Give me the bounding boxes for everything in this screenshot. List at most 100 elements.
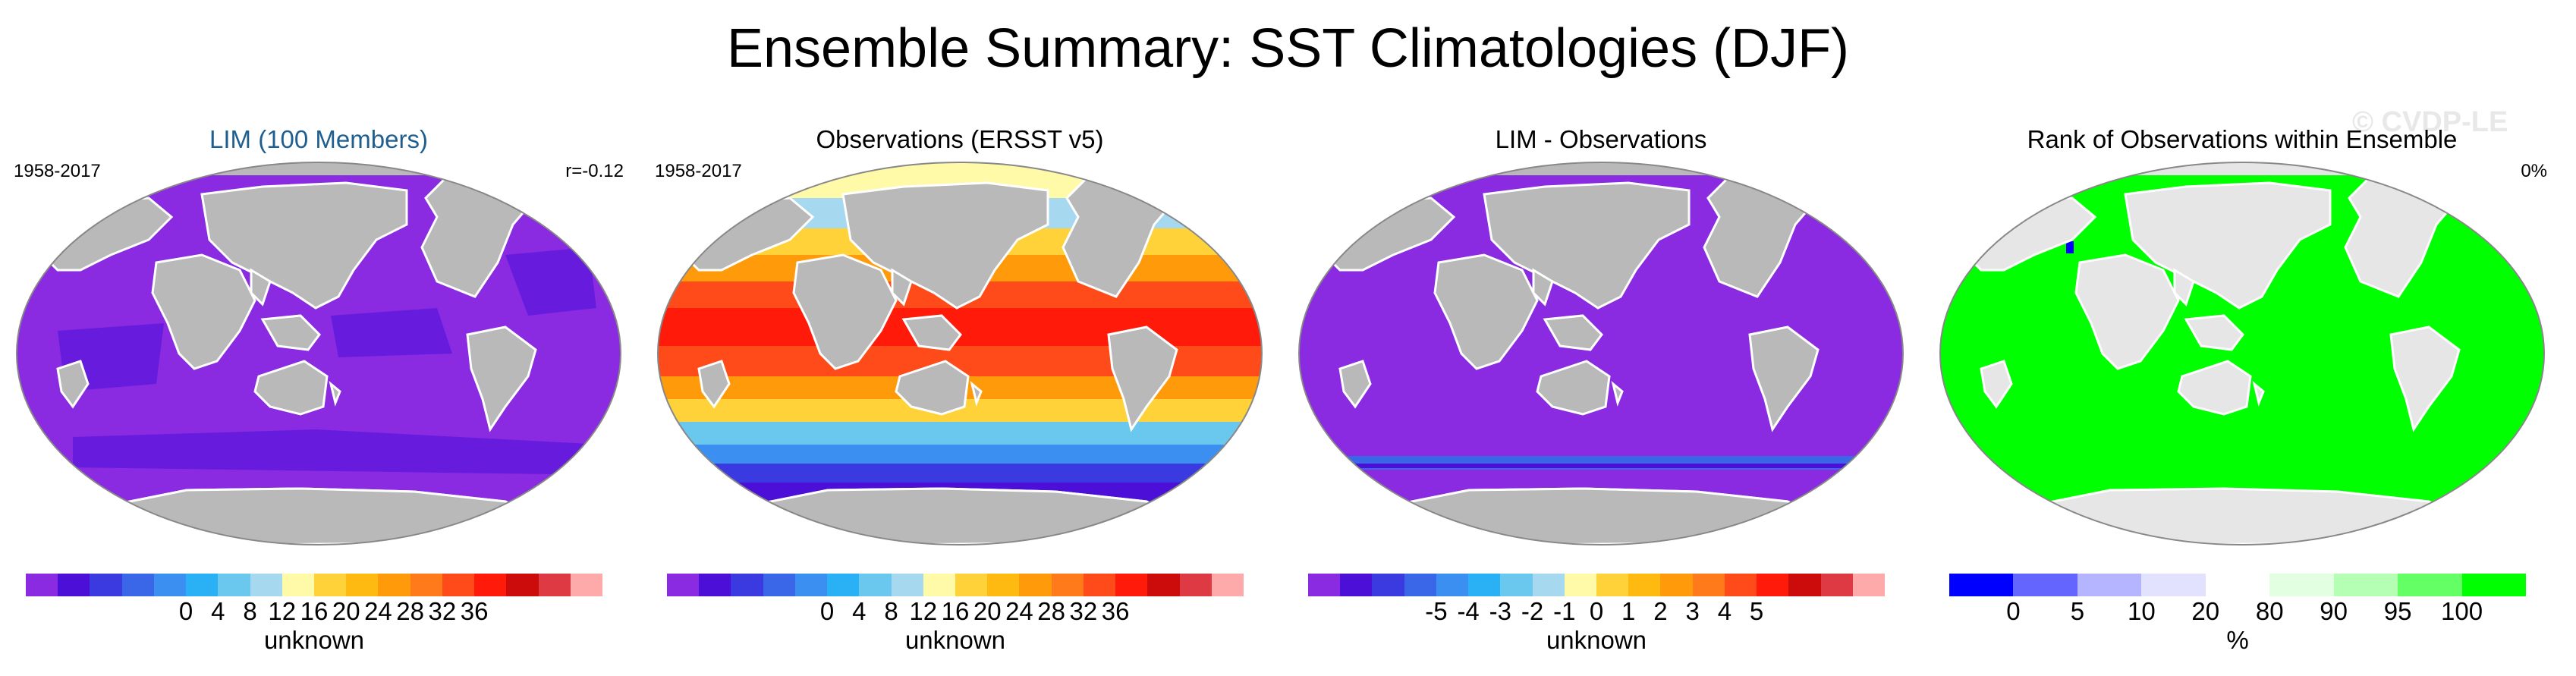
land-mass [2074,253,2180,370]
land-mass [1483,181,1691,310]
land-mass [56,360,90,409]
panel-title: Rank of Observations within Ensemble [2027,125,2458,153]
sst-map [15,162,622,546]
colorbar-swatch [250,574,282,596]
land-mass [1980,360,2013,409]
colorbar-swatch [1179,574,1212,596]
colorbar-swatch [2077,574,2142,596]
colorbar-tick-label: 16 [941,597,970,625]
colorbar-label: unknown [263,626,365,654]
sst-map [656,162,1263,546]
colorbar-swatch [1083,574,1116,596]
colorbar-tick-label: 12 [268,597,297,625]
colorbar-tick-label: 90 [2320,597,2348,625]
colorbar-tick-label: 5 [1749,597,1764,625]
land-mass [970,380,983,407]
colorbar-swatch [891,574,923,596]
anomaly-patch [331,308,452,357]
colorbar-swatch [1500,574,1533,596]
map-outline [1297,162,1904,546]
colorbar-tick-label: 32 [428,597,457,625]
land-mass [1536,360,1611,416]
colorbar-label: unknown [1546,626,1647,654]
anomaly-patch [505,247,596,316]
colorbar-ticks: -5 -4 -3 -2 -1 0 1 2 3 4 5 [1308,598,1885,625]
land-mass [329,380,341,407]
colorbar-swatch [1757,574,1789,596]
colorbar-tick-label: 0 [1589,597,1604,625]
colorbar-swatch [1372,574,1404,596]
colorbar-swatch [26,574,58,596]
colorbar-swatch [410,574,442,596]
colorbar-swatch [1820,574,1853,596]
land-mass [895,360,970,416]
panel-title: LIM - Observations [1495,125,1707,153]
colorbar-tick-label: 3 [1685,597,1700,625]
colorbar [667,574,1244,596]
colorbar-swatch [987,574,1020,596]
colorbar-tick-label: -2 [1521,597,1544,625]
colorbar-swatch [699,574,731,596]
sst-band [658,422,1262,445]
colorbar-swatch [2013,574,2077,596]
land-mass [2173,268,2195,307]
colorbar-swatch [1852,574,1885,596]
land-mass [1532,268,1554,307]
colorbar-tick-label: 32 [1069,597,1098,625]
colorbar-swatch [1308,574,1341,596]
colorbar-tick-label: 4 [852,597,867,625]
colorbar-swatch [763,574,795,596]
land-mass [1611,380,1624,407]
colorbar [26,574,602,596]
colorbar-tick-label: 100 [2441,597,2483,625]
colorbar-tick-label: 4 [1717,597,1732,625]
colorbar-ticks: 0 4 8 12 16 20 24 28 32 36 [667,598,1244,625]
southern-band [1299,464,1903,468]
colorbar-tick-label: -1 [1553,597,1576,625]
colorbar-swatch [1628,574,1661,596]
colorbar-tick-label: 2 [1653,597,1668,625]
map-outline [15,162,622,546]
colorbar-swatch [2141,574,2206,596]
colorbar-swatch [153,574,187,596]
period-label: 1958-2017 [655,161,742,181]
colorbar-tick-label: -5 [1425,597,1448,625]
map-body [17,162,621,545]
colorbar-tick-label: 36 [1101,597,1130,625]
colorbar-swatch [794,574,828,596]
colorbar-swatch [1404,574,1436,596]
colorbar-swatch [2461,574,2526,596]
panel-observations: Observations (ERSST v5) 1958-2017 0 4 8 12 1… [641,114,1279,675]
land-mass [901,314,962,351]
colorbar-ticks: 0 4 8 12 16 20 24 28 32 36 [26,598,602,625]
land-mass [2177,360,2252,416]
colorbar-swatch [827,574,860,596]
colorbar-swatch [313,574,347,596]
colorbar-swatch [955,574,988,596]
land-mass [841,181,1049,310]
map-outline [1939,162,2546,546]
colorbar-swatch [378,574,410,596]
land-mass [466,325,537,432]
panel-rank: Rank of Observations within Ensemble 0% … [1923,114,2561,675]
land-mass [891,268,913,307]
colorbar-swatch [667,574,700,596]
colorbar-tick-label: 20 [973,597,1002,625]
land-mass [2184,314,2244,351]
colorbar-tick-label: 0 [2006,597,2021,625]
figure-title: Ensemble Summary: SST Climatologies (DJF… [726,18,1850,79]
land-mass [1543,314,1603,351]
colorbar-swatch [538,574,571,596]
land-mass [200,181,408,310]
colorbar-tick-label: 20 [332,597,360,625]
colorbar-swatch [1660,574,1693,596]
colorbar-swatch [218,574,250,596]
panel-title: Observations (ERSST v5) [816,125,1104,153]
colorbar-tick-label: 36 [460,597,489,625]
colorbar-swatch [346,574,379,596]
period-label: 1958-2017 [14,161,101,181]
colorbar-tick-label: 80 [2255,597,2284,625]
colorbar-swatch [282,574,314,596]
colorbar-tick-label: 16 [300,597,329,625]
